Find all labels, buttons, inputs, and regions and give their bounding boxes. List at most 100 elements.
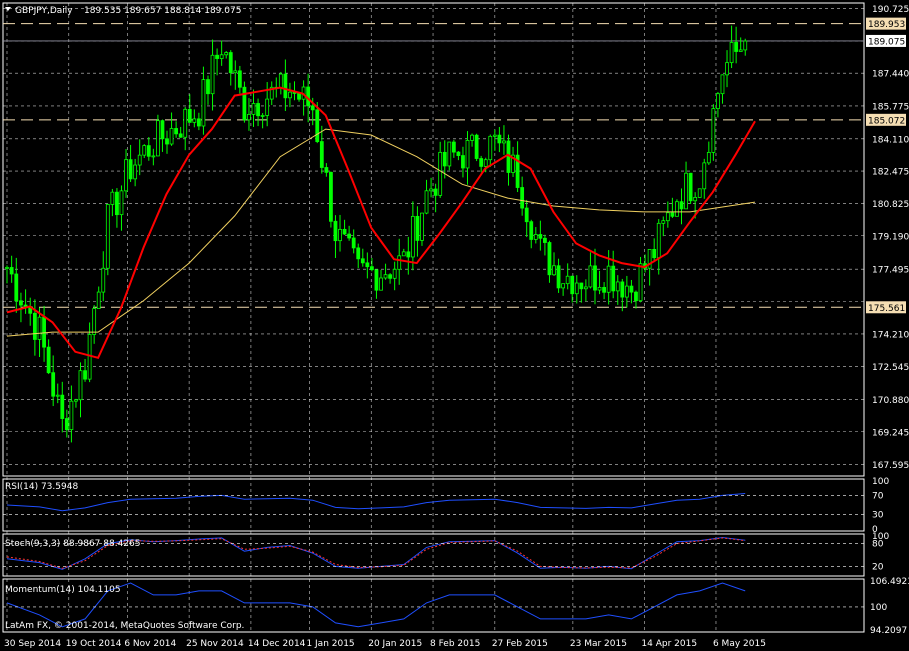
candle-body [597,287,602,291]
x-tick-label: 14 Dec 2014 [248,639,306,649]
ma-fast-line [6,86,756,359]
candle-body [574,282,579,295]
candle-body [561,283,566,289]
candle-body [611,265,616,292]
candle-body [192,118,197,123]
candle-body [142,145,147,156]
candle-body [23,304,28,307]
candle-body [465,140,470,169]
candle-body [547,242,552,276]
stoch-label: Stoch(9,3,3) 88.9867 88.4265 [5,539,140,549]
triangle-down-icon[interactable] [5,7,11,11]
x-tick-label: 8 Feb 2015 [430,639,480,649]
candle-body [729,42,734,64]
candle-body [379,277,383,291]
y-tick-label: 170.880 [872,396,909,406]
stoch-signal-line [6,537,746,569]
candle-body [424,190,429,214]
candle-body [32,312,37,340]
candle-body [251,103,256,115]
candle-body [492,134,497,137]
candle-body [511,154,515,173]
candle-body [137,154,142,166]
horizontal-levels [3,23,864,308]
momentum-label: Momentum(14) 104.1105 [5,585,121,595]
candle-body [406,251,411,258]
candle-body [634,291,638,302]
x-tick-label: 30 Sep 2014 [4,639,61,649]
candle-body [356,247,361,260]
candle-body [14,273,19,302]
candle-body [679,201,684,210]
momentum-tick: 94.2097 [870,626,907,636]
candle-body [64,418,69,431]
grid [2,2,865,633]
y-tick-label: 184.110 [872,135,909,145]
candle-body [219,54,224,59]
candle-body [529,221,534,240]
x-tick-label: 6 May 2015 [713,639,766,649]
candle-body [265,98,270,116]
candle-body [606,265,611,293]
x-tick-label: 6 Nov 2014 [124,639,176,649]
candle-body [688,172,693,202]
candle-body [588,265,593,288]
candle-body [675,201,679,217]
candle-body [743,40,748,51]
candle-body [115,191,119,216]
stoch-tick: 100 [872,532,889,542]
y-tick-label: 167.595 [872,461,909,471]
candle-body [110,191,115,205]
rsi-tick: 70 [872,491,884,501]
candle-body [615,281,620,292]
candle-body [319,141,324,168]
candle-body [5,267,9,269]
candle-body [552,265,556,276]
candle-body [215,54,219,59]
rsi-tick: 100 [872,477,889,487]
x-tick-label: 20 Jan 2015 [368,639,422,649]
current-price-box [866,34,906,47]
x-tick-label: 1 Jan 2015 [306,639,354,649]
rsi-tick: 30 [872,511,884,521]
candle-body [37,316,42,340]
y-tick-label: 179.190 [872,232,909,242]
candle-body [228,52,233,74]
candle-body [579,282,584,290]
rsi-tick: 0 [872,525,878,535]
candle-body [429,188,433,192]
candle-body [178,133,183,138]
candle-body [165,138,169,145]
candle-body [738,49,743,52]
candle-body [401,251,406,257]
candle-body [624,285,629,298]
price-bars [5,25,748,443]
level-price-box [866,113,906,126]
axes: 30 Sep 2014 19 Oct 2014 6 Nov 2014 25 Nov 2… [4,5,909,649]
candle-body [183,108,188,138]
y-tick-label: 172.545 [872,363,909,373]
y-tick-label: 169.245 [872,428,909,438]
candle-body [69,400,74,431]
candle-body [83,370,87,380]
candle-body [451,141,456,153]
candle-body [438,151,443,196]
symbol-label: GBPJPY,Daily [15,6,73,16]
candle-body [533,234,538,240]
candle-body [702,162,707,190]
candle-body [242,86,247,121]
level-price-box [866,301,906,314]
y-tick-label: 185.775 [872,102,909,112]
copyright-text: LatAm FX, © 2001-2014, MetaQuotes Softwa… [5,621,244,631]
candle-body [570,275,575,295]
rsi-line [6,493,746,512]
ma-slow-line [6,128,756,337]
x-tick-label: 27 Feb 2015 [492,639,548,649]
candle-body [392,268,397,279]
candle-body [711,108,716,153]
candle-body [124,159,128,192]
moving-averages [6,86,756,359]
candle-body [51,372,56,397]
candle-body [629,285,634,293]
